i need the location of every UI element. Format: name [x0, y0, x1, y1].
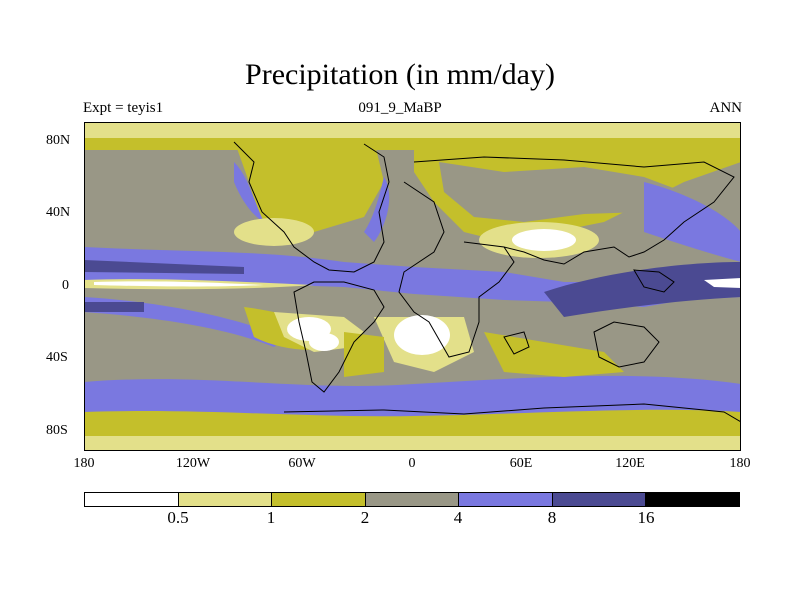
colorbar-swatch-4	[459, 493, 553, 506]
north-america-field	[234, 140, 384, 242]
colorbar-label-2: 2	[360, 508, 370, 527]
north-pacific-blue	[234, 162, 264, 222]
cold-tongue-core	[94, 281, 264, 287]
indian-olive	[484, 332, 624, 377]
coastlines	[233, 141, 741, 423]
colorbar-swatch-3	[365, 493, 460, 506]
namib-white	[394, 315, 450, 355]
lat-label-80n: 80N	[46, 133, 71, 148]
experiment-label: Expt = teyis1	[83, 100, 164, 116]
north-light-band	[84, 122, 741, 138]
lon-label-120w: 120W	[175, 456, 211, 471]
precipitation-map	[84, 122, 741, 451]
colorbar-label-0: 0.5	[167, 508, 189, 527]
south-light-band	[84, 436, 741, 451]
colorbar-label-1: 1	[266, 508, 276, 527]
season-label: ANN	[709, 100, 743, 116]
map-frame	[84, 122, 741, 451]
spcz-core	[84, 302, 144, 312]
cold-tongue-east	[704, 278, 741, 288]
arabia-desert	[512, 229, 576, 251]
lat-label-0: 0	[62, 278, 69, 293]
lon-label-180e: 180	[729, 456, 751, 471]
lat-label-40s: 40S	[46, 350, 68, 365]
time-label: 091_9_MaBP	[358, 100, 442, 116]
lon-label-180w: 180	[73, 456, 95, 471]
lat-label-40n: 40N	[46, 205, 71, 220]
colorbar-swatch-6	[646, 493, 740, 506]
colorbar-swatch-5	[552, 493, 647, 506]
south-america-white	[309, 333, 339, 351]
southern-storm-track	[84, 375, 741, 417]
northwest-pacific-blue	[644, 182, 741, 262]
lon-label-60w: 60W	[288, 456, 316, 471]
itcz-pacific-core	[84, 260, 244, 274]
south-atlantic-olive	[344, 332, 384, 377]
colorbar-swatch-1	[178, 493, 273, 506]
colorbar	[84, 492, 740, 507]
lon-label-60e: 60E	[509, 456, 533, 471]
lon-label-0: 0	[408, 456, 416, 471]
north-atlantic-blue	[364, 177, 390, 242]
colorbar-label-4: 8	[547, 508, 557, 527]
map-title: Precipitation (in mm/day)	[245, 58, 555, 91]
colorbar-swatch-0	[85, 493, 179, 506]
colorbar-swatch-2	[272, 493, 366, 506]
warm-pool-core	[544, 262, 741, 317]
lat-label-80s: 80S	[46, 423, 68, 438]
eurasia-interior	[439, 162, 684, 222]
colorbar-label-3: 4	[453, 508, 463, 527]
colorbar-label-5: 16	[637, 508, 655, 527]
east-pacific-dry	[234, 218, 314, 246]
lon-label-120e: 120E	[615, 456, 645, 471]
